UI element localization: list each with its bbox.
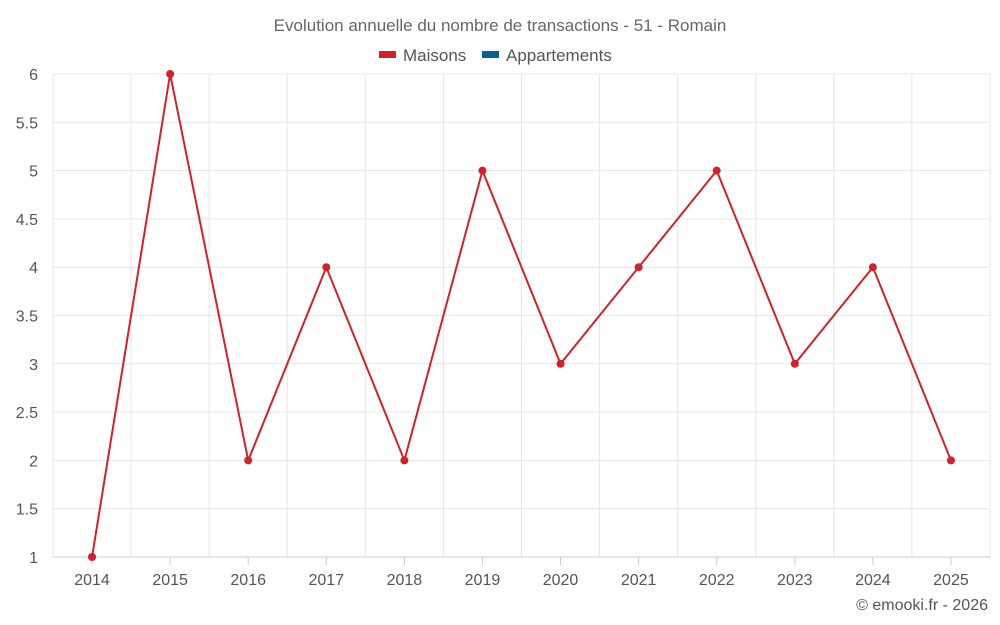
legend-swatch-appartements	[482, 51, 499, 58]
y-tick-label: 6	[29, 67, 38, 84]
legend-label-maisons[interactable]: Maisons	[403, 46, 466, 65]
series-line-maisons	[91, 73, 952, 558]
data-point[interactable]	[478, 166, 487, 175]
y-tick-label: 3	[29, 357, 38, 374]
data-point[interactable]	[244, 456, 253, 465]
x-tick-label: 2019	[465, 572, 501, 589]
y-tick-label: 3.5	[16, 309, 38, 326]
data-point[interactable]	[946, 456, 955, 465]
y-tick-label: 4.5	[16, 212, 38, 229]
y-tick-label: 1	[29, 550, 38, 567]
data-point[interactable]	[400, 456, 409, 465]
x-tick-label: 2021	[621, 572, 657, 589]
legend: Maisons Appartements	[379, 46, 612, 65]
data-point[interactable]	[712, 166, 721, 175]
y-tick-label: 5	[29, 164, 38, 181]
data-point[interactable]	[790, 359, 799, 368]
x-tick-label: 2025	[933, 572, 969, 589]
x-tick-label: 2020	[543, 572, 579, 589]
data-point[interactable]	[556, 359, 565, 368]
x-tick-label: 2017	[308, 572, 344, 589]
x-tick-label: 2015	[152, 572, 188, 589]
x-tick-label: 2024	[855, 572, 891, 589]
x-tick-label: 2022	[699, 572, 735, 589]
legend-swatch-maisons	[379, 51, 396, 58]
series-maisons	[88, 70, 955, 561]
y-tick-label: 4	[29, 260, 38, 277]
chart-title: Evolution annuelle du nombre de transact…	[274, 16, 727, 35]
y-axis: 1 1.5 2 2.5 3 3.5 4 4.5 5 5.5 6	[16, 67, 38, 567]
x-axis: 2014 2015 2016 2017 2018 2019 2020 2021 2022 2023…	[53, 556, 990, 589]
y-tick-label: 1.5	[16, 502, 38, 519]
x-tick-label: 2016	[230, 572, 266, 589]
grid	[52, 73, 991, 558]
x-tick-label: 2018	[387, 572, 423, 589]
y-tick-label: 2	[29, 453, 38, 470]
x-tick-label: 2014	[74, 572, 110, 589]
data-point[interactable]	[166, 70, 175, 78]
data-point[interactable]	[322, 263, 331, 272]
x-tick-label: 2023	[777, 572, 813, 589]
data-point[interactable]	[88, 553, 97, 561]
y-tick-label: 2.5	[16, 405, 38, 422]
data-point[interactable]	[634, 263, 643, 272]
data-point[interactable]	[868, 263, 877, 272]
y-tick-label: 5.5	[16, 115, 38, 132]
credit-text: © emooki.fr - 2026	[856, 597, 988, 614]
legend-label-appartements[interactable]: Appartements	[506, 46, 612, 65]
